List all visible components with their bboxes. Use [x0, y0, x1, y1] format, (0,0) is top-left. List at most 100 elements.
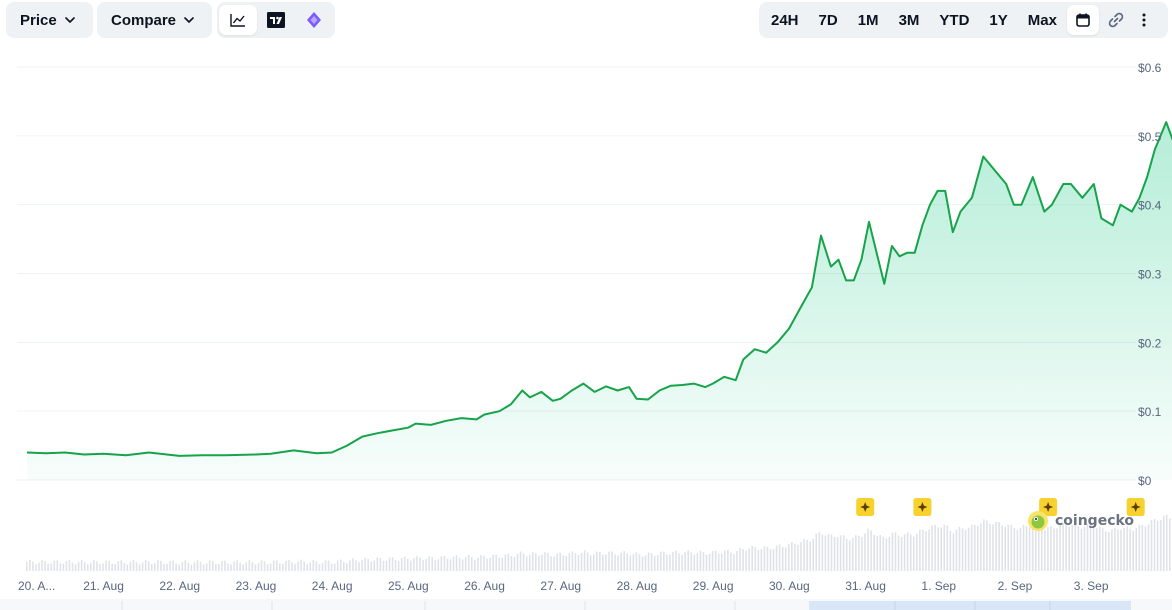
navigator-selection[interactable]	[809, 601, 1131, 610]
volume-bar	[275, 560, 278, 571]
volume-bar	[41, 560, 43, 571]
volume-bar	[1092, 526, 1095, 571]
volume-bar	[702, 552, 705, 571]
x-tick-label: 21. Aug	[83, 579, 124, 593]
volume-bar	[836, 537, 839, 571]
volume-bar	[1031, 524, 1034, 571]
coingecko-watermark: coingecko	[1027, 510, 1134, 532]
volume-bar	[897, 535, 900, 571]
volume-bar	[672, 551, 674, 571]
volume-bar	[690, 552, 693, 571]
volume-bar	[1013, 528, 1016, 571]
volume-bar	[973, 524, 976, 571]
volume-bar	[937, 527, 939, 571]
time-range-buttons: 24H 7D 1M 3M YTD 1Y Max	[763, 5, 1065, 35]
volume-bar	[876, 536, 878, 571]
more-options-button[interactable]	[1133, 5, 1155, 35]
volume-bar	[59, 563, 62, 571]
y-tick-label: $0.3	[1138, 268, 1162, 282]
volume-bar	[205, 563, 208, 571]
volume-bar	[1077, 525, 1080, 571]
y-axis: $0 $0.1 $0.2 $0.3 $0.4 $0.5 $0.6	[1138, 61, 1162, 488]
volume-bar	[324, 560, 327, 571]
compare-dropdown[interactable]: Compare	[97, 2, 212, 38]
range-button-1m[interactable]: 1M	[857, 11, 879, 29]
volume-bar	[65, 561, 68, 571]
volume-bar	[178, 564, 180, 571]
volume-bar	[236, 560, 238, 571]
range-button-ytd[interactable]: YTD	[939, 11, 970, 29]
volume-bar	[1065, 525, 1067, 571]
line-chart-button[interactable]	[219, 5, 257, 35]
volume-bar	[160, 560, 162, 571]
volume-bar	[35, 564, 37, 571]
volume-bar	[788, 544, 790, 571]
compare-dropdown-button[interactable]: Compare	[97, 2, 208, 38]
range-button-max[interactable]: Max	[1027, 11, 1057, 29]
volume-bar	[1028, 527, 1031, 571]
volume-bar	[1019, 527, 1022, 571]
price-dropdown-button[interactable]: Price	[6, 2, 89, 38]
volume-bar	[129, 561, 132, 571]
chevron-down-icon	[184, 17, 194, 23]
volume-bar	[842, 535, 845, 571]
volume-bar	[474, 559, 476, 571]
volume-bar	[224, 560, 226, 571]
volume-bar	[531, 552, 534, 571]
volume-bar	[940, 527, 942, 571]
volume-bar	[272, 560, 275, 571]
volume-bar	[1098, 527, 1101, 571]
volume-bar	[416, 555, 418, 571]
ai-insights-button[interactable]	[295, 5, 333, 35]
volume-bar	[461, 559, 464, 571]
volume-bar	[150, 564, 153, 571]
volume-bar	[882, 536, 885, 571]
volume-bar	[635, 552, 638, 571]
price-chart-svg[interactable]: $0 $0.1 $0.2 $0.3 $0.4 $0.5 $0.6 20. A... 21. A…	[0, 40, 1172, 610]
range-button-1y[interactable]: 1Y	[989, 11, 1008, 29]
event-marker[interactable]	[1039, 498, 1058, 516]
x-tick-label: 26. Aug	[464, 579, 505, 593]
event-marker[interactable]	[913, 498, 932, 516]
volume-bar	[565, 556, 568, 571]
volume-bar	[294, 563, 296, 571]
volume-bar	[471, 557, 473, 571]
volume-bar	[342, 562, 345, 571]
volume-bar	[327, 560, 330, 571]
volume-bar	[1059, 524, 1061, 571]
chart-type-group	[217, 2, 335, 38]
volume-bar	[410, 560, 412, 571]
price-chart[interactable]: $0 $0.1 $0.2 $0.3 $0.4 $0.5 $0.6 20. A... 21. A…	[0, 40, 1172, 610]
range-button-3m[interactable]: 3M	[898, 11, 920, 29]
volume-bar	[1153, 518, 1156, 571]
range-button-7d[interactable]: 7D	[818, 11, 838, 29]
range-button-24h[interactable]: 24H	[771, 11, 799, 29]
price-dropdown[interactable]: Price	[6, 2, 93, 38]
share-link-button[interactable]	[1099, 5, 1133, 35]
volume-bar	[589, 555, 592, 571]
volume-bar	[772, 548, 775, 571]
volume-bar	[336, 560, 339, 571]
volume-bar	[321, 563, 324, 571]
volume-bar	[705, 554, 708, 571]
volume-bar	[1101, 528, 1104, 571]
volume-bar	[263, 561, 266, 571]
volume-bar	[684, 552, 686, 571]
volume-bar	[44, 560, 46, 571]
date-range-button[interactable]	[1066, 5, 1099, 35]
volume-bar	[568, 553, 571, 571]
volume-bar	[708, 553, 711, 571]
link-icon	[1108, 12, 1124, 28]
range-navigator[interactable]	[0, 599, 1172, 610]
event-marker[interactable]	[1126, 498, 1145, 516]
event-marker[interactable]	[856, 498, 875, 516]
volume-bar	[544, 552, 546, 571]
volume-bar	[806, 539, 808, 571]
volume-bar	[376, 557, 379, 571]
tradingview-button[interactable]	[257, 5, 295, 35]
volume-bar	[190, 564, 193, 571]
volume-bar	[647, 552, 650, 571]
volume-bar	[108, 560, 110, 571]
volume-bar	[282, 563, 284, 571]
volume-bar	[99, 564, 101, 571]
